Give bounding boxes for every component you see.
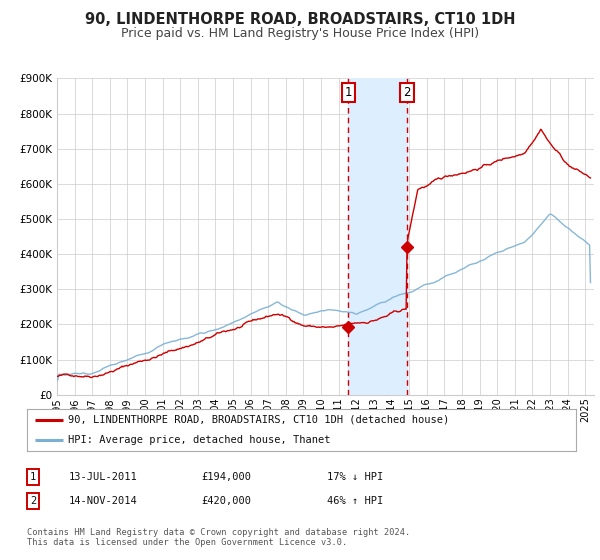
Text: 17% ↓ HPI: 17% ↓ HPI (327, 472, 383, 482)
Text: £194,000: £194,000 (201, 472, 251, 482)
Text: 46% ↑ HPI: 46% ↑ HPI (327, 496, 383, 506)
Text: 2: 2 (30, 496, 36, 506)
Text: HPI: Average price, detached house, Thanet: HPI: Average price, detached house, Than… (68, 435, 331, 445)
Text: 1: 1 (30, 472, 36, 482)
Bar (348, 78, 407, 395)
Text: Price paid vs. HM Land Registry's House Price Index (HPI): Price paid vs. HM Land Registry's House … (121, 27, 479, 40)
Text: Contains HM Land Registry data © Crown copyright and database right 2024.
This d: Contains HM Land Registry data © Crown c… (27, 528, 410, 547)
Text: 13-JUL-2011: 13-JUL-2011 (69, 472, 138, 482)
Text: 2: 2 (403, 86, 410, 99)
Text: 90, LINDENTHORPE ROAD, BROADSTAIRS, CT10 1DH (detached house): 90, LINDENTHORPE ROAD, BROADSTAIRS, CT10… (68, 415, 449, 424)
Text: 1: 1 (344, 86, 352, 99)
Text: £420,000: £420,000 (201, 496, 251, 506)
Text: 90, LINDENTHORPE ROAD, BROADSTAIRS, CT10 1DH: 90, LINDENTHORPE ROAD, BROADSTAIRS, CT10… (85, 12, 515, 27)
Text: 14-NOV-2014: 14-NOV-2014 (69, 496, 138, 506)
